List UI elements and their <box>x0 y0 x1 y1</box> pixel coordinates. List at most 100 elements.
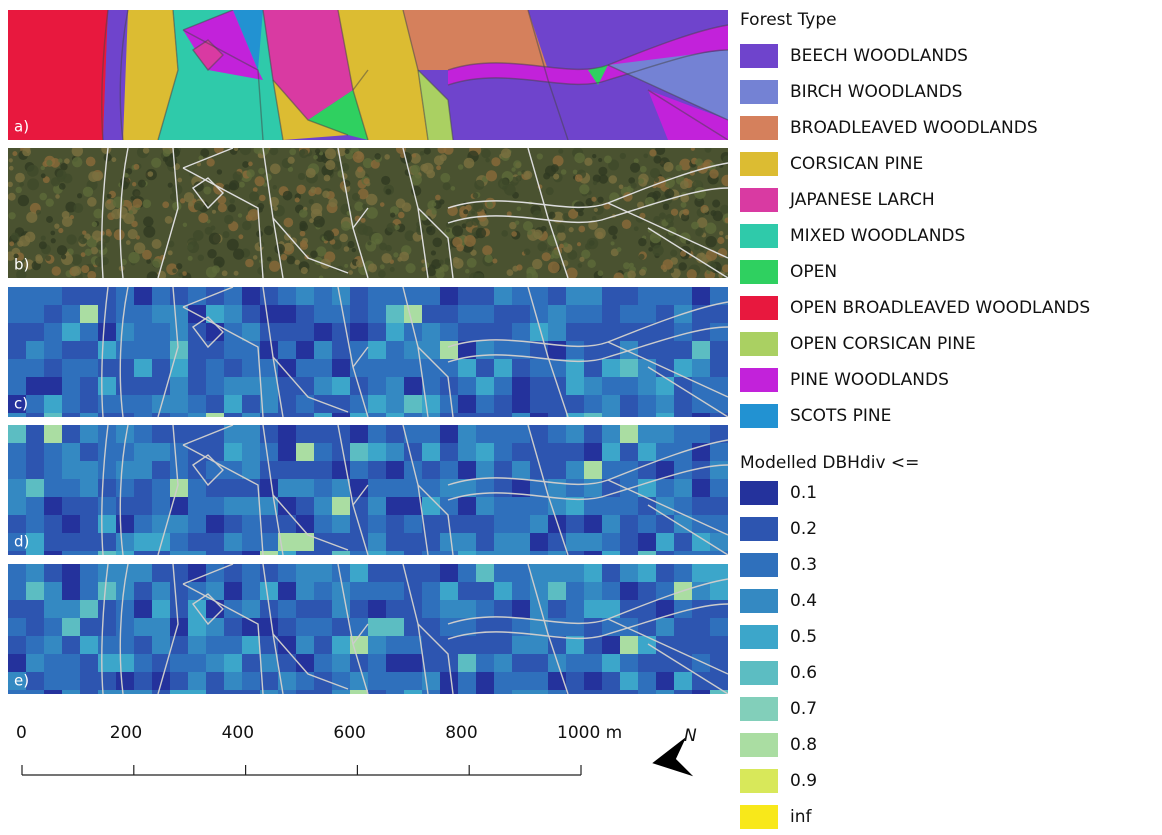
canopy <box>130 196 134 200</box>
pixel <box>494 582 512 600</box>
pixel <box>566 564 584 582</box>
pixel <box>674 618 692 636</box>
canopy <box>396 198 406 208</box>
pixel <box>26 497 44 515</box>
pixel <box>512 377 530 395</box>
canopy <box>357 166 363 172</box>
pixel <box>44 533 62 551</box>
pixel <box>530 497 548 515</box>
canopy <box>548 212 555 219</box>
canopy <box>19 182 24 187</box>
pixel <box>206 618 224 636</box>
pixel <box>368 359 386 377</box>
pixel <box>440 600 458 618</box>
pixel <box>422 287 440 305</box>
pixel <box>476 323 494 341</box>
canopy <box>553 173 559 179</box>
pixel <box>602 359 620 377</box>
canopy <box>85 249 92 256</box>
pixel <box>512 323 530 341</box>
canopy <box>288 157 295 164</box>
pixel <box>440 323 458 341</box>
canopy <box>406 263 416 273</box>
pixel <box>386 497 404 515</box>
pixel <box>566 690 584 708</box>
pixel <box>494 323 512 341</box>
canopy <box>465 269 470 274</box>
canopy <box>283 218 293 228</box>
pixel <box>530 672 548 690</box>
canopy <box>9 158 13 162</box>
canopy <box>546 187 554 195</box>
canopy <box>270 163 281 174</box>
canopy <box>548 261 560 273</box>
pixel <box>278 359 296 377</box>
canopy <box>578 226 585 233</box>
canopy <box>374 153 380 159</box>
pixel <box>458 461 476 479</box>
pixel <box>242 564 260 582</box>
pixel <box>44 443 62 461</box>
canopy <box>368 263 377 272</box>
canopy <box>86 157 96 167</box>
pixel <box>80 359 98 377</box>
pixel <box>458 443 476 461</box>
canopy <box>577 242 581 246</box>
pixel <box>476 287 494 305</box>
pixel <box>602 497 620 515</box>
canopy <box>382 253 392 263</box>
pixel <box>260 479 278 497</box>
canopy <box>111 157 116 162</box>
pixel <box>350 305 368 323</box>
canopy <box>424 147 431 154</box>
canopy <box>381 176 390 185</box>
pixel <box>422 305 440 323</box>
canopy <box>649 149 656 156</box>
legend-swatch <box>740 733 778 757</box>
scale-label: 800 <box>445 723 477 743</box>
canopy <box>705 146 712 153</box>
pixel <box>62 395 80 413</box>
canopy <box>94 172 103 181</box>
canopy <box>492 258 497 263</box>
canopy <box>720 205 729 214</box>
pixel <box>368 515 386 533</box>
pixel <box>8 377 26 395</box>
canopy <box>487 202 493 208</box>
canopy <box>300 225 306 231</box>
pixel <box>224 359 242 377</box>
pixel <box>26 323 44 341</box>
pixel <box>710 443 728 461</box>
canopy <box>36 210 41 215</box>
pixel <box>620 690 638 708</box>
pixel <box>620 461 638 479</box>
pixel <box>494 287 512 305</box>
legend-swatch <box>740 188 778 212</box>
pixel <box>170 515 188 533</box>
pixel <box>296 323 314 341</box>
canopy <box>436 165 441 170</box>
pixel <box>440 618 458 636</box>
canopy <box>177 178 182 183</box>
pixel <box>638 533 656 551</box>
pixel <box>710 636 728 654</box>
pixel <box>602 287 620 305</box>
canopy <box>229 198 234 203</box>
canopy <box>675 165 682 172</box>
pixel <box>404 654 422 672</box>
pixel <box>44 497 62 515</box>
pixel <box>188 690 206 708</box>
pixel <box>404 305 422 323</box>
canopy <box>163 157 168 162</box>
pixel <box>476 636 494 654</box>
canopy <box>380 202 385 207</box>
pixel <box>476 425 494 443</box>
canopy <box>207 249 216 258</box>
legend-swatch <box>740 44 778 68</box>
pixel <box>224 636 242 654</box>
pixel <box>188 377 206 395</box>
canopy <box>663 259 674 270</box>
canopy <box>114 229 125 240</box>
pixel <box>224 515 242 533</box>
pixel <box>368 600 386 618</box>
